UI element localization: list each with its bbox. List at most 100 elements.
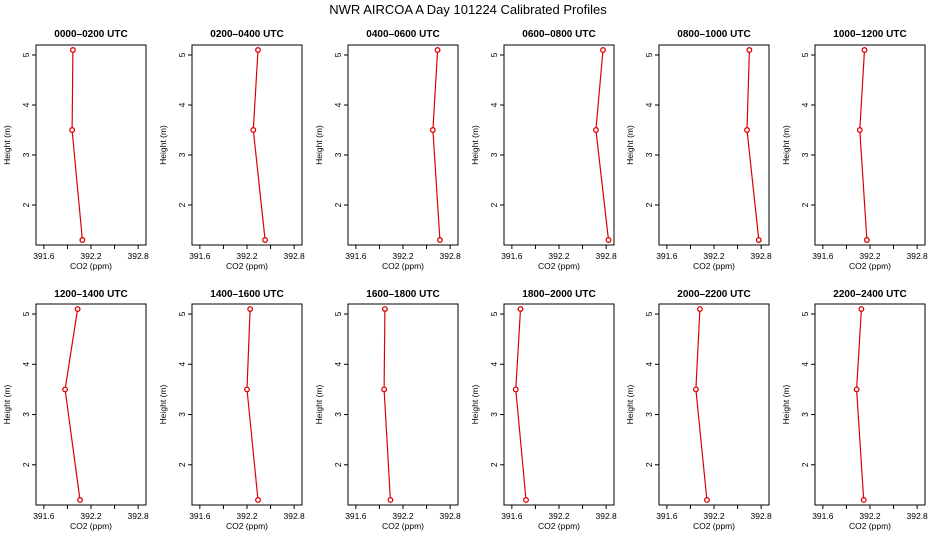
profile-point	[381, 306, 388, 312]
profile-point	[74, 306, 81, 312]
panel-grid: 0000–0200 UTC 391.6 392.2 392.8 2 3 4 5 CO2 (ppm…	[2, 29, 928, 531]
x-axis-label: CO2 (ppm)	[226, 521, 268, 531]
x-tick-label: 391.6	[812, 511, 834, 521]
y-tick-label: 2	[177, 462, 187, 467]
y-tick-label: 2	[177, 202, 187, 207]
x-tick-label: 392.2	[236, 251, 258, 261]
x-tick-label: 392.8	[907, 511, 929, 521]
y-axis-label: Height (m)	[158, 385, 168, 425]
y-tick-label: 5	[333, 311, 343, 316]
y-axis-label: Height (m)	[625, 125, 635, 165]
x-tick-label: 392.2	[548, 251, 570, 261]
profile-point	[434, 47, 441, 53]
y-tick-label: 5	[489, 311, 499, 316]
profile-point	[592, 127, 599, 133]
profile-point	[69, 127, 76, 133]
x-tick-label: 391.6	[812, 251, 834, 261]
profile-point	[858, 306, 865, 312]
profile-point	[853, 386, 860, 393]
panel-title: 1600–1800 UTC	[366, 289, 439, 300]
profile-point	[429, 127, 436, 133]
y-tick-label: 5	[800, 52, 810, 57]
x-tick-label: 392.8	[284, 251, 306, 261]
profile-point	[863, 237, 870, 243]
y-tick-label: 3	[489, 152, 499, 157]
y-tick-label: 4	[21, 102, 31, 107]
profile-point	[703, 497, 710, 503]
y-tick-label: 3	[333, 412, 343, 417]
y-axis-label: Height (m)	[314, 385, 324, 425]
x-tick-label: 392.8	[751, 511, 773, 521]
y-tick-label: 2	[644, 462, 654, 467]
y-tick-label: 2	[489, 202, 499, 207]
panel-title: 1200–1400 UTC	[54, 289, 127, 300]
y-tick-label: 2	[489, 462, 499, 467]
x-tick-label: 392.2	[859, 251, 881, 261]
profile-point	[523, 497, 529, 503]
x-tick-label: 392.2	[859, 511, 881, 521]
x-tick-label: 391.6	[656, 511, 678, 521]
panel-title: 0200–0400 UTC	[210, 29, 283, 40]
panel-title: 0400–0600 UTC	[366, 29, 439, 40]
profile-point	[62, 386, 69, 393]
x-axis-label: CO2 (ppm)	[538, 521, 580, 531]
x-tick-label: 392.8	[440, 511, 462, 521]
y-tick-label: 5	[644, 311, 654, 316]
profile-point	[250, 127, 257, 133]
profile-panel: 0000–0200 UTC 391.6 392.2 392.8 2 3 4 5 CO2 (ppm…	[2, 29, 149, 271]
y-tick-label: 3	[333, 152, 343, 157]
x-axis-label: CO2 (ppm)	[538, 261, 580, 271]
profile-point	[692, 386, 699, 393]
y-axis-label: Height (m)	[470, 125, 480, 165]
y-tick-label: 4	[333, 362, 343, 367]
x-tick-label: 392.8	[907, 251, 929, 261]
profile-point	[744, 127, 750, 133]
y-tick-label: 2	[333, 462, 343, 467]
x-axis-label: CO2 (ppm)	[226, 261, 268, 271]
profile-point	[436, 237, 443, 243]
y-tick-label: 4	[489, 362, 499, 367]
y-tick-label: 2	[21, 462, 31, 467]
x-tick-label: 392.8	[751, 251, 773, 261]
profile-panel: 0600–0800 UTC 391.6 392.2 392.8 2 3 4 5 CO2 (ppm…	[470, 29, 617, 271]
y-tick-label: 2	[21, 202, 31, 207]
profile-panel: 2000–2200 UTC 391.6 392.2 392.8 2 3 4 5 CO2 (ppm…	[625, 289, 772, 531]
x-tick-label: 392.2	[80, 511, 102, 521]
y-tick-label: 5	[800, 311, 810, 316]
y-axis-label: Height (m)	[2, 385, 12, 425]
y-tick-label: 4	[489, 102, 499, 107]
profile-panel: 1000–1200 UTC 391.6 392.2 392.8 2 3 4 5 CO2 (ppm…	[781, 29, 928, 271]
y-tick-label: 5	[644, 52, 654, 57]
panel-title: 1000–1200 UTC	[833, 29, 906, 40]
y-tick-label: 2	[800, 202, 810, 207]
y-tick-label: 4	[800, 102, 810, 107]
profile-point	[517, 306, 524, 312]
x-axis-label: CO2 (ppm)	[693, 261, 735, 271]
y-axis-label: Height (m)	[2, 125, 12, 165]
y-tick-label: 3	[177, 152, 187, 157]
y-axis-label: Height (m)	[625, 385, 635, 425]
figure-title: NWR AIRCOA A Day 101224 Calibrated Profi…	[329, 2, 607, 17]
panel-title: 0600–0800 UTC	[522, 29, 595, 40]
x-tick-label: 391.6	[345, 251, 367, 261]
y-tick-label: 3	[644, 412, 654, 417]
y-tick-label: 4	[644, 102, 654, 107]
x-axis-label: CO2 (ppm)	[693, 521, 735, 531]
profile-point	[244, 386, 250, 393]
y-tick-label: 5	[21, 52, 31, 57]
profile-panel: 1600–1800 UTC 391.6 392.2 392.8 2 3 4 5 CO2 (ppm…	[314, 289, 461, 531]
panel-title: 0800–1000 UTC	[677, 29, 750, 40]
y-tick-label: 4	[177, 102, 187, 107]
profile-point	[79, 237, 86, 243]
panel-title: 2000–2200 UTC	[677, 289, 750, 300]
profile-panel: 0800–1000 UTC 391.6 392.2 392.8 2 3 4 5 CO2 (ppm…	[625, 29, 772, 271]
y-axis-label: Height (m)	[781, 385, 791, 425]
x-tick-label: 391.6	[656, 251, 678, 261]
profile-point	[600, 47, 606, 53]
panel-title: 1800–2000 UTC	[522, 289, 595, 300]
y-tick-label: 4	[644, 362, 654, 367]
profile-panel: 1200–1400 UTC 391.6 392.2 392.8 2 3 4 5 CO2 (ppm…	[2, 289, 149, 531]
profile-point	[69, 47, 76, 53]
profile-point	[860, 497, 867, 503]
